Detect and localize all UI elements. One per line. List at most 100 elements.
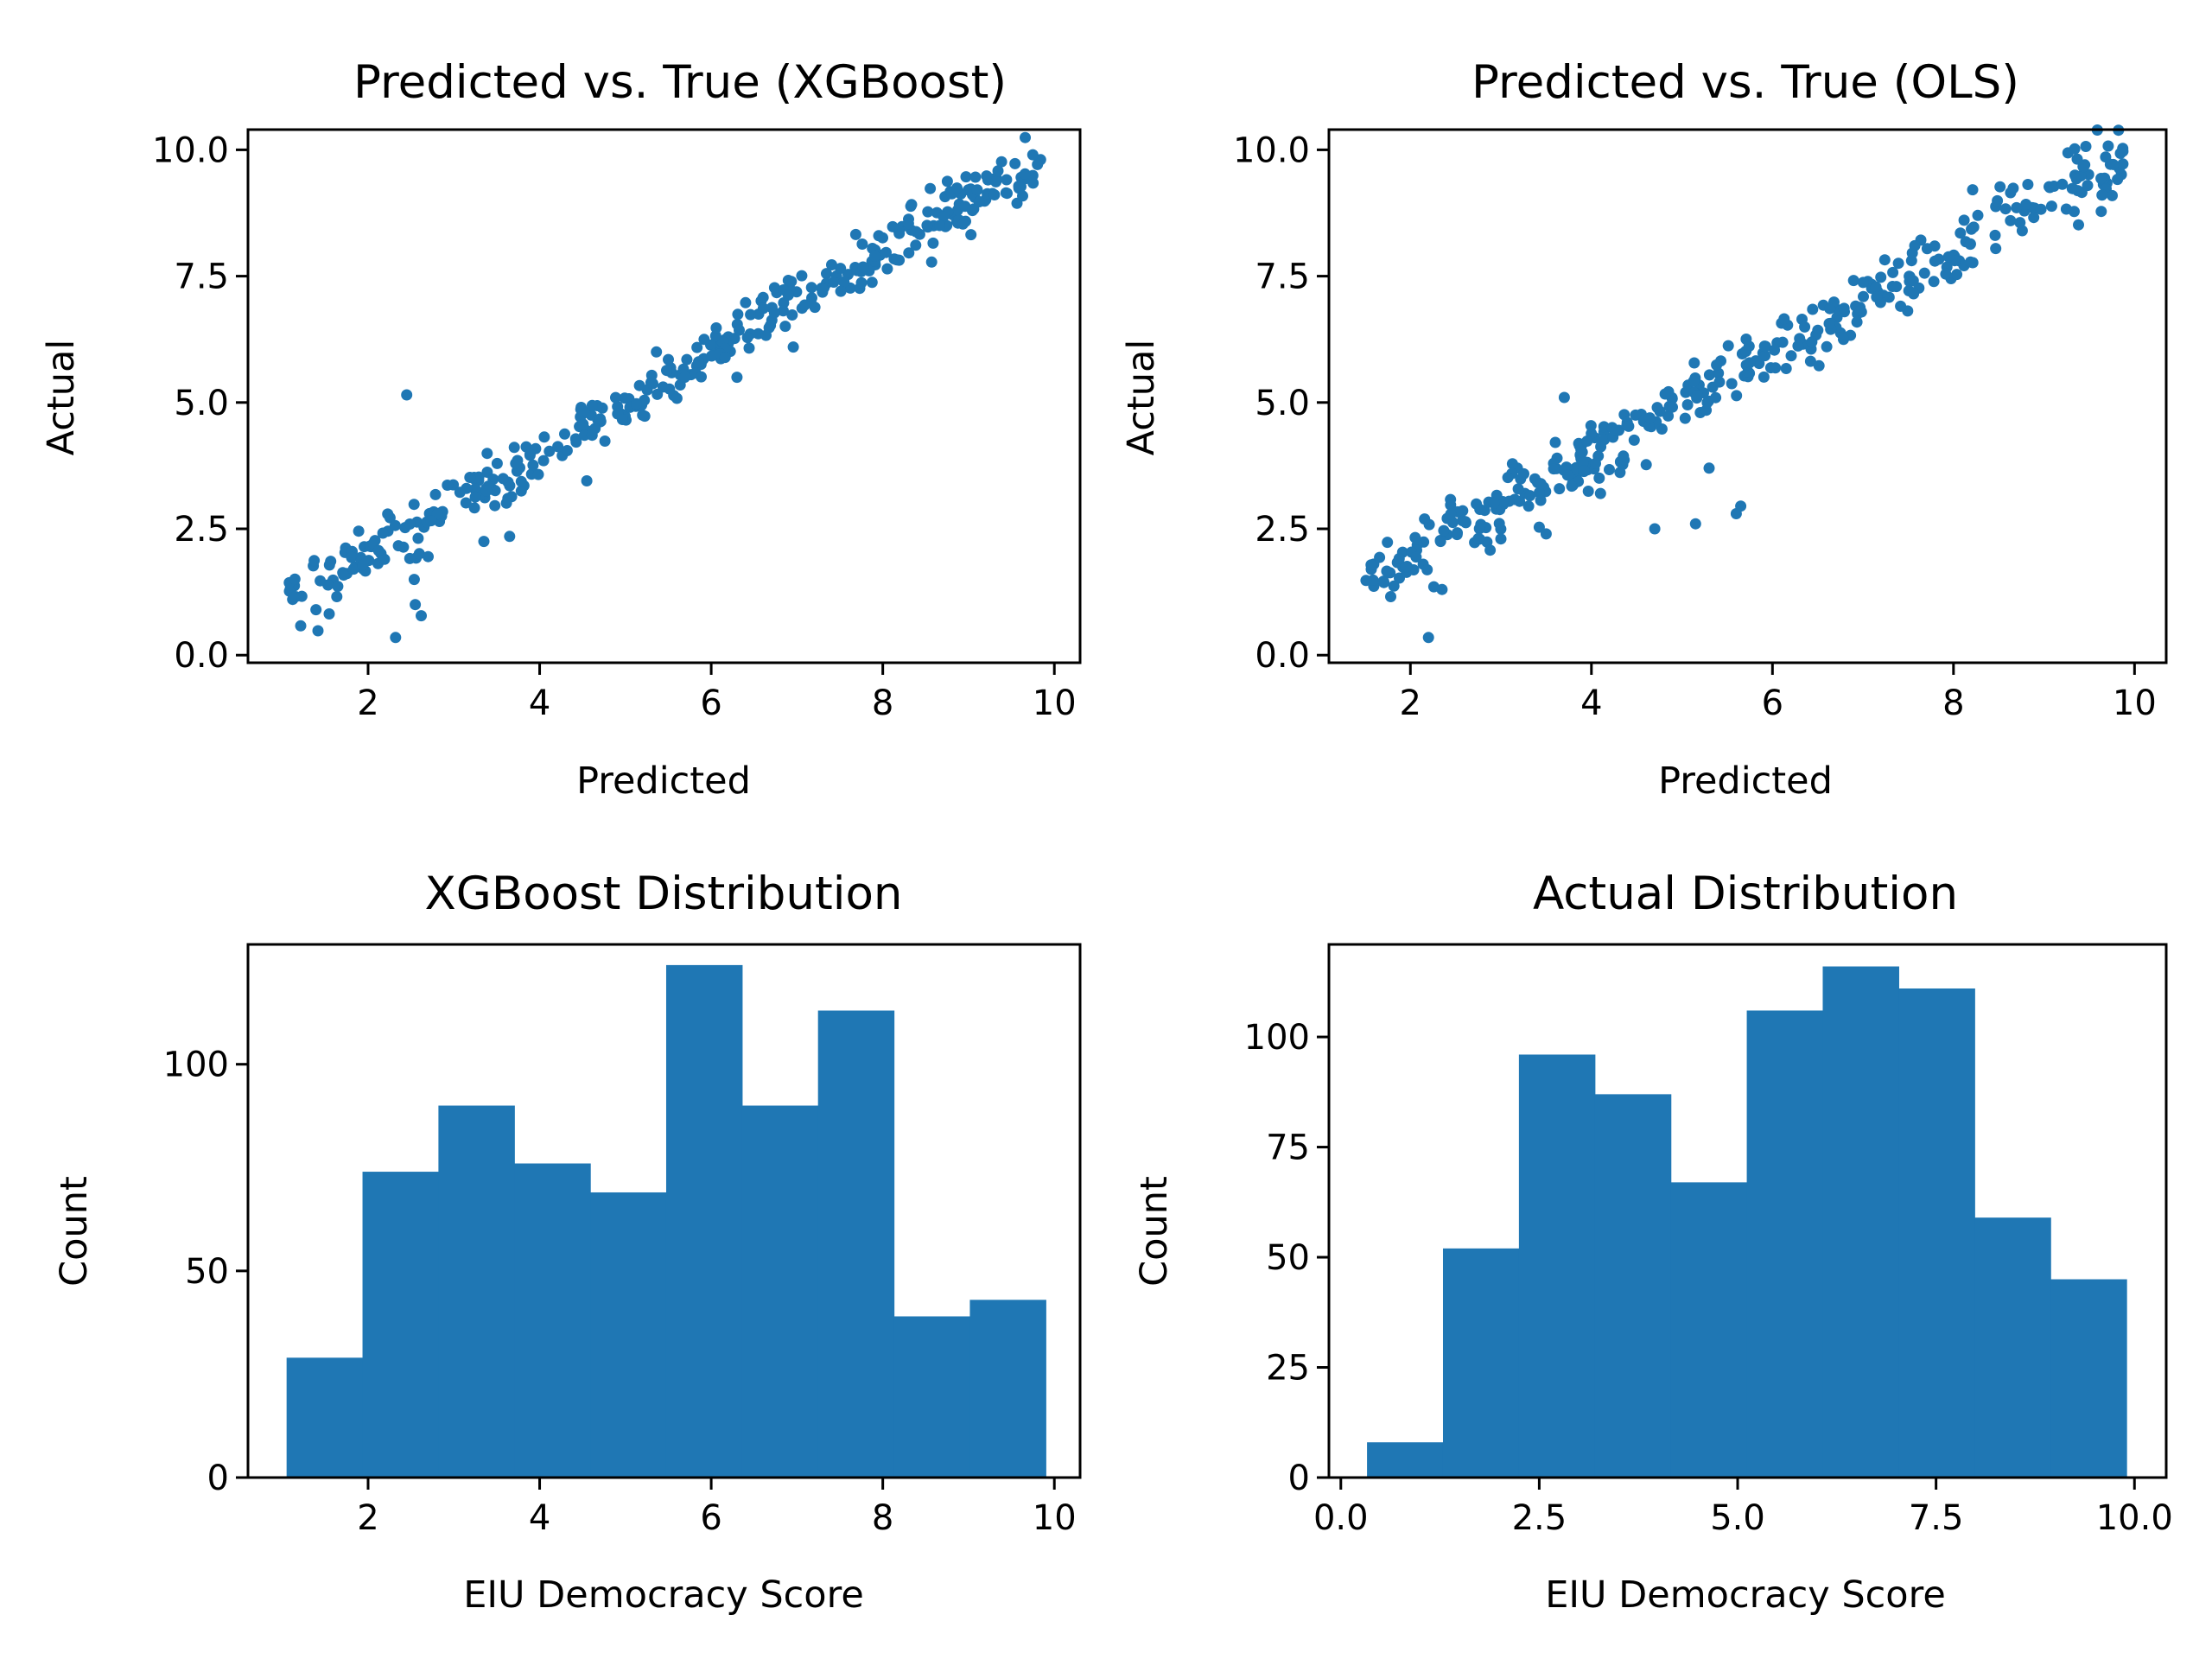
- scatter-point: [798, 299, 810, 311]
- scatter-point: [2102, 140, 2114, 152]
- scatter-point: [1001, 188, 1013, 200]
- scatter-point: [1838, 302, 1850, 315]
- scatter-point: [1907, 275, 1919, 287]
- scatter-point: [1474, 504, 1486, 515]
- scatter-point: [404, 518, 416, 530]
- scatter-point: [910, 226, 922, 238]
- scatter-point: [515, 475, 527, 487]
- scatter-point: [468, 502, 480, 514]
- scatter-point: [778, 305, 789, 317]
- scatter-point: [1434, 536, 1446, 548]
- histogram-bar: [286, 1357, 364, 1478]
- scatter-point: [698, 334, 710, 346]
- xgboost-histogram-axes-frame: [246, 943, 1082, 1479]
- y-tick-label: 5.0: [1255, 384, 1310, 423]
- xgboost-scatter-xlabel: Predicted: [576, 760, 751, 803]
- scatter-point: [1473, 523, 1485, 535]
- scatter-point: [1857, 276, 1869, 289]
- scatter-point: [1578, 465, 1590, 476]
- histogram-bar: [1670, 1182, 1748, 1478]
- scatter-point: [1740, 334, 1752, 345]
- histogram-bar: [893, 1316, 971, 1478]
- scatter-point: [709, 330, 721, 342]
- scatter-point: [992, 165, 1004, 177]
- y-tick-label: 0.0: [174, 636, 229, 676]
- scatter-point: [1994, 181, 2006, 193]
- scatter-point: [1593, 472, 1605, 484]
- scatter-point: [1692, 390, 1703, 402]
- scatter-point: [312, 625, 324, 637]
- scatter-point: [938, 211, 950, 223]
- y-tick-label: 25: [1266, 1349, 1310, 1389]
- scatter-point: [969, 171, 982, 183]
- scatter-point: [973, 196, 985, 207]
- scatter-point: [1807, 303, 1819, 315]
- x-tick-label: 10: [2113, 683, 2157, 723]
- scatter-point: [817, 283, 830, 296]
- scatter-point: [696, 371, 707, 383]
- scatter-point: [1422, 632, 1434, 644]
- y-tick-label: 0.0: [1255, 636, 1310, 676]
- y-tick-label: 0: [1288, 1459, 1310, 1498]
- scatter-point: [2069, 143, 2081, 155]
- scatter-point: [745, 308, 757, 321]
- scatter-point: [508, 442, 520, 454]
- scatter-point: [1488, 497, 1500, 509]
- scatter-point: [757, 291, 769, 303]
- xgboost-scatter-ylabel: Actual: [40, 340, 83, 456]
- ols-scatter-title: Predicted vs. True (OLS): [1471, 56, 2019, 109]
- x-tick-label: 10: [1033, 683, 1077, 723]
- x-tick-label: 6: [1762, 683, 1783, 723]
- scatter-point: [1891, 281, 1903, 293]
- scatter-point: [423, 550, 434, 563]
- histogram-bar: [1442, 1248, 1520, 1478]
- scatter-point: [1540, 528, 1552, 540]
- scatter-point: [2073, 219, 2084, 231]
- scatter-point: [537, 454, 550, 467]
- scatter-point: [1027, 149, 1039, 161]
- scatter-point: [1549, 436, 1561, 448]
- scatter-point: [905, 200, 917, 213]
- scatter-point: [1851, 316, 1863, 328]
- scatter-point: [413, 548, 425, 560]
- scatter-point: [1377, 575, 1389, 588]
- scatter-point: [787, 341, 799, 353]
- scatter-point: [925, 182, 937, 194]
- scatter-point: [706, 350, 718, 362]
- scatter-point: [951, 182, 963, 194]
- y-tick-label: 2.5: [174, 510, 229, 550]
- scatter-point: [581, 475, 593, 486]
- scatter-point: [966, 205, 978, 217]
- scatter-point: [1999, 203, 2012, 215]
- scatter-point: [1769, 344, 1781, 356]
- scatter-point: [2096, 189, 2108, 201]
- scatter-point: [586, 399, 598, 411]
- scatter-point: [1804, 355, 1816, 367]
- scatter-point: [2045, 200, 2057, 213]
- scatter-point: [325, 556, 337, 568]
- scatter-point: [353, 525, 365, 537]
- scatter-point: [957, 218, 969, 230]
- scatter-point: [922, 206, 934, 218]
- scatter-point: [1381, 565, 1393, 577]
- scatter-point: [1561, 469, 1573, 481]
- scatter-point: [1958, 214, 1970, 226]
- scatter-point: [1385, 591, 1396, 602]
- scatter-point: [1929, 255, 1941, 267]
- histogram-bar: [817, 1010, 895, 1478]
- scatter-point: [1667, 401, 1678, 413]
- scatter-point: [710, 322, 722, 334]
- xgboost-scatter-marks: [283, 131, 1046, 644]
- scatter-point: [838, 276, 850, 288]
- scatter-point: [693, 356, 704, 368]
- actual-histogram-title: Actual Distribution: [1533, 868, 1958, 920]
- scatter-point: [1643, 412, 1656, 424]
- scatter-point: [481, 448, 493, 460]
- y-tick-label: 100: [1244, 1018, 1310, 1058]
- scatter-point: [1388, 580, 1400, 592]
- scatter-point: [377, 527, 389, 539]
- scatter-point: [2082, 180, 2094, 192]
- scatter-point: [310, 604, 322, 616]
- ols-scatter-marks: [1360, 124, 2129, 644]
- histogram-bar: [665, 964, 743, 1478]
